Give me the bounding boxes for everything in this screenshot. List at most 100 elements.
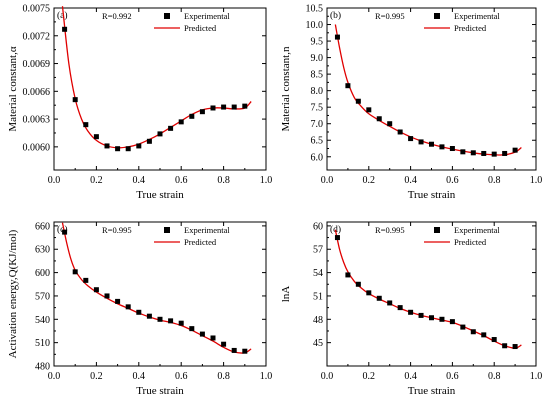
experimental-point — [345, 83, 351, 89]
experimental-point — [146, 313, 152, 319]
plot-frame — [53, 221, 267, 367]
y-tick-label: 6.5 — [311, 136, 324, 147]
experimental-point — [189, 326, 195, 332]
experimental-point — [221, 341, 227, 347]
r-value: R=0.995 — [375, 225, 405, 235]
experimental-point — [62, 229, 68, 235]
panel-label: (c) — [57, 224, 68, 235]
y-tick-label: 0.0060 — [23, 142, 51, 153]
y-tick-label: 8.0 — [311, 86, 324, 97]
experimental-point — [449, 319, 455, 325]
experimental-point — [345, 272, 351, 278]
y-tick-label: 0.0075 — [23, 4, 51, 15]
experimental-point — [355, 281, 361, 287]
experimental-point — [72, 97, 78, 103]
y-tick-label: 0.0069 — [23, 59, 51, 70]
experimental-point — [491, 151, 497, 157]
panel-label: (b) — [330, 10, 341, 21]
x-tick-label: 0.2 — [90, 175, 103, 186]
experimental-point — [231, 347, 237, 353]
experimental-point — [146, 138, 152, 144]
y-tick-label: 8.5 — [311, 70, 324, 81]
x-axis-title: True strain — [408, 385, 456, 397]
y-tick-label: 57 — [313, 245, 323, 256]
experimental-point — [242, 103, 248, 109]
experimental-point — [470, 329, 476, 335]
experimental-point — [512, 344, 518, 350]
experimental-point — [189, 113, 195, 119]
experimental-point — [502, 150, 508, 156]
experimental-point — [355, 98, 361, 104]
y-axis-title: Activation energy,Q(KJ/mol) — [7, 229, 19, 358]
x-axis-title: True strain — [136, 189, 184, 201]
y-tick-label: 45 — [313, 338, 323, 349]
experimental-point — [429, 141, 434, 147]
x-tick-label: 1.0 — [260, 371, 273, 382]
experimental-point — [93, 134, 99, 140]
y-tick-label: 540 — [35, 315, 50, 326]
y-axis-title: Material constant,n — [280, 46, 292, 131]
experimental-point — [115, 298, 121, 304]
experimental-point — [408, 309, 414, 315]
y-tick-label: 51 — [313, 291, 323, 302]
x-tick-label: 1.0 — [530, 175, 543, 186]
experimental-point — [210, 105, 216, 111]
experimental-point — [83, 277, 89, 283]
experimental-point — [199, 331, 205, 337]
panel-b: 0.0 0.2 0.4 0.6 0.8 1.0 6.0 6.5 7.0 7.5 8.0 8.5 9.0 9… — [280, 4, 542, 202]
experimental-point — [418, 139, 424, 145]
experimental-point — [168, 318, 174, 324]
x-axis-title: True strain — [136, 385, 184, 397]
experimental-point — [231, 104, 237, 110]
x-tick-label: 0.0 — [48, 175, 61, 186]
y-tick-label: 570 — [35, 291, 50, 302]
legend-label-predicted: Predicted — [184, 237, 217, 247]
y-tick-label: 9.0 — [311, 53, 324, 64]
legend-label-predicted: Predicted — [454, 23, 487, 33]
y-tick-label: 480 — [35, 362, 50, 373]
y-tick-label: 60 — [313, 221, 323, 232]
experimental-point — [72, 269, 78, 275]
x-tick-label: 0.2 — [363, 175, 376, 186]
legend-label-experimental: Experimental — [184, 11, 230, 21]
experimental-point — [408, 136, 414, 142]
x-tick-label: 0.8 — [217, 175, 230, 186]
legend-label-predicted: Predicted — [184, 23, 217, 33]
experimental-point — [470, 150, 476, 156]
legend-label-experimental: Experimental — [184, 225, 230, 235]
experimental-point — [481, 150, 487, 156]
x-tick-label: 0.8 — [488, 175, 501, 186]
r-value: R=0.995 — [102, 225, 132, 235]
x-tick-label: 0.6 — [175, 175, 188, 186]
legend-marker-experimental — [434, 13, 440, 19]
experimental-point — [136, 143, 142, 149]
y-tick-label: 0.0066 — [23, 87, 51, 98]
y-tick-label: 0.0063 — [23, 115, 51, 126]
experimental-point — [460, 149, 466, 155]
y-tick-label: 600 — [35, 268, 50, 279]
experimental-point — [387, 121, 393, 127]
legend-marker-experimental — [164, 227, 170, 233]
legend-label-experimental: Experimental — [454, 225, 500, 235]
y-tick-label: 0.0072 — [23, 31, 51, 42]
x-tick-label: 0.2 — [363, 371, 376, 382]
experimental-point — [481, 332, 487, 338]
x-tick-label: 0.6 — [175, 371, 188, 382]
experimental-point — [502, 343, 508, 349]
experimental-point — [157, 131, 163, 137]
y-tick-label: 54 — [313, 268, 323, 279]
experimental-point — [115, 146, 121, 152]
experimental-point — [449, 146, 455, 152]
x-tick-label: 0.6 — [446, 175, 459, 186]
y-axis-title: Material constant,α — [7, 46, 19, 131]
plot-frame — [53, 7, 267, 171]
experimental-point — [136, 309, 142, 315]
experimental-point — [376, 116, 382, 122]
experimental-point — [418, 312, 424, 318]
x-tick-label: 1.0 — [530, 371, 543, 382]
experimental-point — [125, 304, 131, 310]
experimental-point — [334, 34, 340, 40]
experimental-point — [460, 324, 466, 330]
panel-a: 0.0 0.2 0.4 0.6 0.8 1.0 0.0060 0.0063 0.0066 0.00… — [7, 4, 272, 202]
